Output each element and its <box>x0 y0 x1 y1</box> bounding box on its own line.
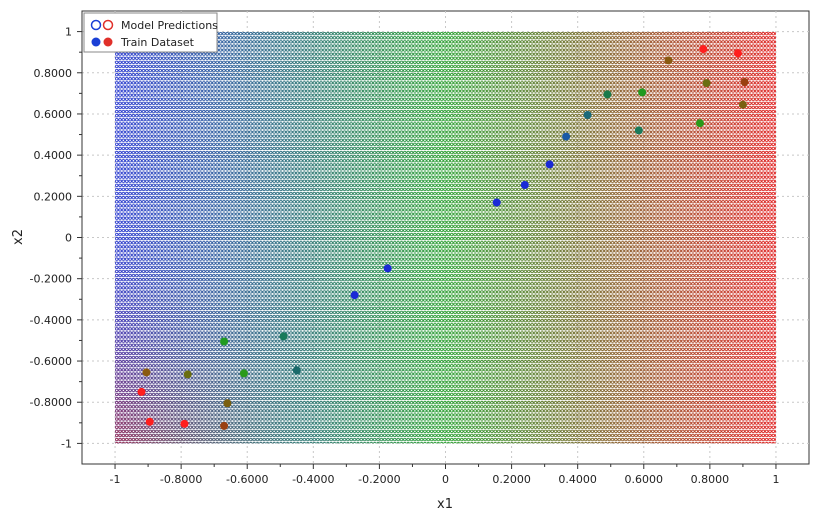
train-point-17 <box>583 110 592 119</box>
train-point-15 <box>545 160 554 169</box>
train-point-11 <box>350 291 359 300</box>
train-point-16 <box>562 132 571 141</box>
train-point-5 <box>220 421 229 430</box>
model-predictions-grid <box>115 31 776 444</box>
x-tick-label: -0.4000 <box>292 473 334 486</box>
train-point-22 <box>695 119 704 128</box>
y-tick-label: -0.8000 <box>30 396 72 409</box>
y-tick-label: -1 <box>61 437 72 450</box>
legend-pred-red-marker <box>102 19 114 31</box>
y-tick-label: 1 <box>65 26 72 39</box>
train-point-10 <box>292 366 301 375</box>
legend-pred-blue-marker <box>90 19 102 31</box>
train-point-19 <box>634 126 643 135</box>
train-point-18 <box>603 90 612 99</box>
x-tick-label: 0.8000 <box>691 473 730 486</box>
x-axis-label: x1 <box>437 497 453 512</box>
train-point-23 <box>699 45 708 54</box>
train-point-20 <box>638 88 647 97</box>
train-dataset-points <box>137 45 749 430</box>
x-tick-label: 0 <box>442 473 449 486</box>
x-tick-label: -0.2000 <box>358 473 400 486</box>
train-point-12 <box>383 264 392 273</box>
legend: Model Predictions Train Dataset <box>83 12 218 53</box>
y-axis-label: x2 <box>11 229 26 245</box>
y-tick-label: 0 <box>65 232 72 245</box>
train-point-26 <box>738 100 747 109</box>
x-axis-ticks: -1 -0.8000 -0.6000 -0.4000 -0.2000 0 0.2000 0.4… <box>110 464 779 486</box>
y-tick-label: 0.2000 <box>34 190 73 203</box>
y-tick-label: -0.2000 <box>30 273 72 286</box>
train-point-9 <box>279 332 288 341</box>
y-tick-label: -0.6000 <box>30 355 72 368</box>
x-tick-label: -0.8000 <box>160 473 202 486</box>
legend-train-red-marker <box>103 37 113 47</box>
train-point-4 <box>183 370 192 379</box>
legend-label-model-predictions: Model Predictions <box>121 19 218 32</box>
train-point-8 <box>239 369 248 378</box>
train-point-25 <box>733 49 742 58</box>
x-tick-label: 1 <box>772 473 779 486</box>
train-point-24 <box>702 79 711 88</box>
train-point-3 <box>180 419 189 428</box>
prediction-grid-corner-tint <box>115 31 776 444</box>
train-point-27 <box>740 78 749 87</box>
legend-label-train-dataset: Train Dataset <box>120 36 195 49</box>
y-tick-label: 0.8000 <box>34 67 73 80</box>
y-axis-ticks: -1 -0.8000 -0.6000 -0.4000 -0.2000 0 0.2000 0.4… <box>30 26 82 450</box>
y-tick-label: -0.4000 <box>30 314 72 327</box>
x-tick-label: 0.2000 <box>492 473 531 486</box>
train-point-1 <box>142 368 151 377</box>
legend-train-blue-marker <box>91 37 101 47</box>
train-point-14 <box>520 180 529 189</box>
x-tick-label: 0.6000 <box>625 473 664 486</box>
y-tick-label: 0.6000 <box>34 108 73 121</box>
train-point-2 <box>145 417 154 426</box>
train-point-7 <box>223 399 232 408</box>
x-tick-label: 0.4000 <box>558 473 597 486</box>
x-tick-label: -0.6000 <box>226 473 268 486</box>
train-point-21 <box>664 56 673 65</box>
x-tick-label: -1 <box>110 473 121 486</box>
y-tick-label: 0.4000 <box>34 149 73 162</box>
train-point-13 <box>492 198 501 207</box>
train-point-0 <box>137 387 146 396</box>
train-point-6 <box>220 337 229 346</box>
